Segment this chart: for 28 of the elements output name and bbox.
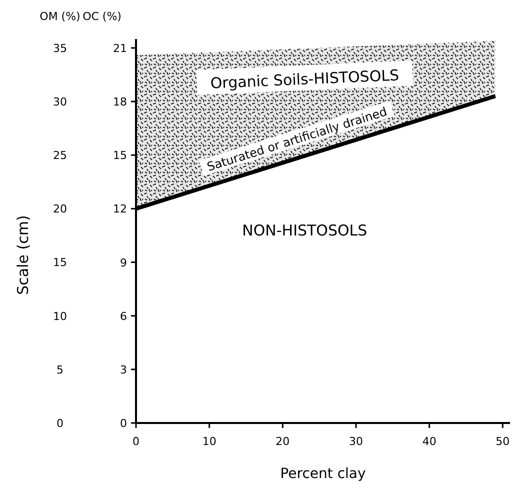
y-tick-label: 21 xyxy=(113,42,127,55)
y2-axis-title: OM (%) xyxy=(40,10,80,23)
y2-tick-label: 25 xyxy=(53,149,67,162)
y2-tick-label: 20 xyxy=(53,202,67,216)
y2-tick-label: 10 xyxy=(53,310,67,323)
x-tick-label: 10 xyxy=(202,435,216,448)
y-axis-title: OC (%) xyxy=(82,10,122,23)
y-tick-label: 3 xyxy=(120,363,127,376)
annotation: Organic Soils-HISTOSOLS xyxy=(210,66,400,92)
y2-tick-label: 0 xyxy=(56,417,64,430)
x-tick-label: 50 xyxy=(496,435,510,448)
annotation: NON-HISTOSOLS xyxy=(242,221,368,240)
y-tick-label: 12 xyxy=(113,202,127,216)
x-tick-label: 0 xyxy=(132,435,140,448)
text: Scale (cm) xyxy=(14,215,32,295)
y2-tick-label: 5 xyxy=(56,363,64,376)
x-tick-label: 20 xyxy=(276,435,290,448)
y2-tick-label: 30 xyxy=(53,95,67,108)
y-tick-label: 6 xyxy=(120,310,127,323)
y-tick-label: 9 xyxy=(120,256,127,270)
y2-tick-label: 35 xyxy=(53,42,67,55)
x-axis-title: Percent clay xyxy=(280,466,366,482)
y2-tick-label: 15 xyxy=(53,256,67,270)
y-tick-label: 18 xyxy=(113,96,127,109)
x-tick-label: 30 xyxy=(349,435,363,448)
y-tick-label: 0 xyxy=(120,417,127,430)
x-tick-label: 40 xyxy=(422,435,436,448)
y-tick-label: 15 xyxy=(113,149,127,162)
